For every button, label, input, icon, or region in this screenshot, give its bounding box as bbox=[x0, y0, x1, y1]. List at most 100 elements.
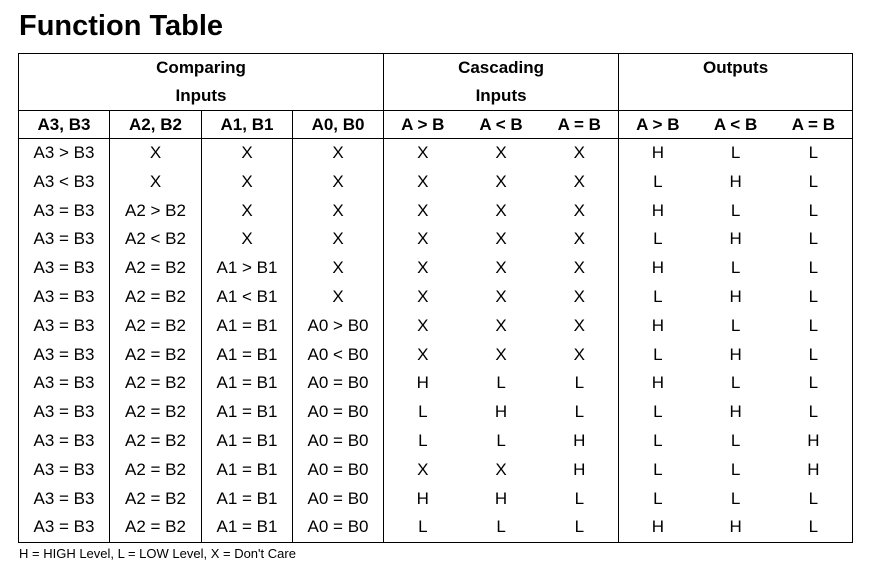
table-cell: L bbox=[774, 254, 854, 283]
table-cell: A2 = B2 bbox=[109, 484, 202, 514]
table-cell: L bbox=[774, 167, 854, 197]
table-cell: L bbox=[730, 315, 741, 335]
table-cell: H bbox=[729, 286, 742, 306]
table-cell: A1 > B1 bbox=[201, 254, 293, 283]
table-cell: A0 = B0 bbox=[291, 513, 385, 543]
table-cell: X bbox=[383, 311, 462, 341]
table-cell: A2 = B2 bbox=[109, 426, 202, 456]
table-cell: H bbox=[774, 426, 854, 456]
table-cell: L bbox=[730, 373, 741, 393]
column-header: A3, B3 bbox=[18, 110, 110, 139]
table-cell: A2 = B2 bbox=[109, 254, 202, 283]
table-cell: L bbox=[618, 426, 697, 456]
table-cell: L bbox=[774, 398, 854, 427]
footnote: H = HIGH Level, L = LOW Level, X = Don't… bbox=[19, 546, 296, 561]
table-cell: L bbox=[730, 200, 741, 220]
table-cell: X bbox=[540, 138, 620, 168]
table-cell: L bbox=[540, 484, 620, 514]
table-cell: X bbox=[495, 229, 507, 249]
table-cell: X bbox=[540, 254, 620, 283]
table-cell: X bbox=[495, 171, 507, 191]
table-cell: L bbox=[383, 398, 462, 427]
table-cell: X bbox=[201, 138, 293, 168]
table-cell: H bbox=[383, 369, 462, 399]
column-header: A > B bbox=[618, 110, 697, 139]
table-cell: X bbox=[291, 138, 385, 168]
table-cell: X bbox=[495, 344, 507, 364]
column-header: A < B bbox=[461, 110, 541, 139]
table-cell: L bbox=[540, 369, 620, 399]
table-cell: H bbox=[729, 517, 742, 537]
table-cell: X bbox=[201, 167, 293, 197]
table-cell: L bbox=[774, 282, 854, 312]
table-row: A3 = B3 A2 = B2 A1 = B1 A0 = B0 H L L H L L bbox=[18, 369, 854, 399]
table-cell: L bbox=[540, 398, 620, 427]
table-row: A3 = B3 A2 = B2 A1 = B1 A0 = B0 X X H L L H bbox=[18, 455, 854, 485]
table-cell: X bbox=[383, 282, 462, 312]
table-cell: A0 = B0 bbox=[291, 369, 385, 399]
table-row: A3 = B3 A2 = B2 A1 > B1 X X X X H L L bbox=[18, 254, 854, 283]
table-cell: A3 < B3 bbox=[18, 167, 110, 197]
table-cell: A0 = B0 bbox=[291, 455, 385, 485]
table-cell: A3 = B3 bbox=[18, 426, 110, 456]
table-cell: L bbox=[496, 430, 506, 450]
table-cell: A3 = B3 bbox=[18, 398, 110, 427]
table-cell: X bbox=[383, 225, 462, 255]
table-cell: A0 < B0 bbox=[291, 340, 385, 370]
column-header: A2, B2 bbox=[109, 110, 202, 139]
table-cell: H bbox=[540, 455, 620, 485]
column-header: A0, B0 bbox=[291, 110, 385, 139]
table-cell: X bbox=[540, 167, 620, 197]
table-cell: H bbox=[774, 455, 854, 485]
table-cell: L bbox=[774, 311, 854, 341]
table-cell: X bbox=[291, 254, 385, 283]
table-cell: L bbox=[774, 138, 854, 168]
table-cell: H bbox=[618, 138, 697, 168]
table-cell: L bbox=[618, 225, 697, 255]
table-cell: A3 > B3 bbox=[18, 138, 110, 168]
table-cell: L bbox=[730, 430, 741, 450]
table-cell: X bbox=[291, 282, 385, 312]
table-cell: X bbox=[109, 138, 202, 168]
table-cell: A1 = B1 bbox=[201, 340, 293, 370]
table-cell: A3 = B3 bbox=[18, 254, 110, 283]
table-cell: A2 = B2 bbox=[109, 513, 202, 543]
table-cell: H bbox=[618, 196, 697, 226]
table-cell: X bbox=[291, 167, 385, 197]
table-cell: X bbox=[383, 167, 462, 197]
table-cell: L bbox=[383, 513, 462, 543]
page-title: Function Table bbox=[19, 10, 224, 42]
table-cell: H bbox=[494, 488, 508, 508]
table-row: A3 = B3 A2 = B2 A1 = B1 A0 > B0 X X X H L L bbox=[18, 311, 854, 341]
cascading-inputs-header: Cascading Inputs bbox=[383, 53, 620, 111]
table-cell: A1 = B1 bbox=[201, 484, 293, 514]
table-cell: A2 = B2 bbox=[109, 282, 202, 312]
table-cell: L bbox=[774, 340, 854, 370]
table-row: A3 = B3 A2 < B2 X X X X X L H L bbox=[18, 225, 854, 255]
table-cell: L bbox=[618, 340, 697, 370]
table-cell: H bbox=[729, 229, 742, 249]
table-cell: X bbox=[291, 225, 385, 255]
column-header: A > B bbox=[383, 110, 462, 139]
comparing-inputs-header: Comparing Inputs bbox=[17, 53, 385, 111]
table-cell: H bbox=[540, 426, 620, 456]
table-cell: X bbox=[109, 167, 202, 197]
table-row: A3 = B3 A2 = B2 A1 = B1 A0 = B0 L L L H H L bbox=[18, 513, 854, 543]
table-cell: A3 = B3 bbox=[18, 196, 110, 226]
table-cell: X bbox=[495, 200, 507, 220]
table-cell: A2 = B2 bbox=[109, 311, 202, 341]
table-cell: X bbox=[383, 340, 462, 370]
table-cell: A0 = B0 bbox=[291, 398, 385, 427]
table-cell: L bbox=[730, 488, 741, 508]
column-header: A1, B1 bbox=[201, 110, 293, 139]
table-row: A3 = B3 A2 = B2 A1 = B1 A0 = B0 H H L L L L bbox=[18, 484, 854, 514]
table-cell: X bbox=[201, 196, 293, 226]
table-cell: X bbox=[291, 196, 385, 226]
column-header: A = B bbox=[774, 110, 854, 139]
table-cell: X bbox=[540, 196, 620, 226]
table-cell: H bbox=[618, 369, 697, 399]
table-cell: L bbox=[774, 513, 854, 543]
table-cell: X bbox=[540, 311, 620, 341]
table-cell: H bbox=[618, 254, 697, 283]
